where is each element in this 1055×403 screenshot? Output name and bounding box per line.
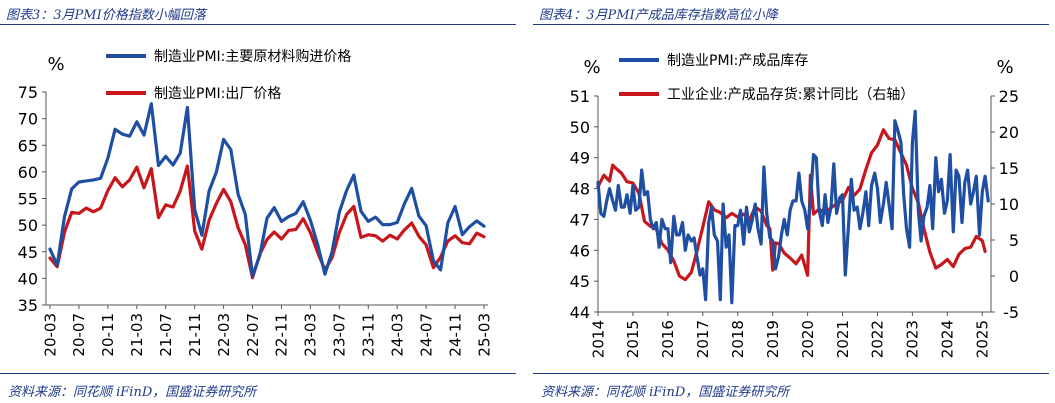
series-line [48,164,486,280]
y-tick-label: 70 [18,110,38,129]
x-tick-label: 2020 [799,320,817,358]
x-tick-label: 20-07 [70,313,88,357]
chart-title: 图表3：3月PMI价格指数小幅回落 [6,8,206,23]
y-tick-label: 50 [18,216,38,235]
x-tick-label: 21-03 [128,313,146,357]
source-divider [533,373,1049,374]
y-tick-label: 48 [570,180,590,199]
x-tick-label: 2025 [974,320,992,358]
x-tick-label: 2014 [589,320,607,358]
source-note: 资料来源：同花顺 iFinD，国盛证券研究所 [8,385,257,400]
y-tick-label: 40 [18,269,38,288]
x-tick-label: 24-11 [446,313,464,357]
y-tick-label: 75 [18,83,38,102]
series-line [48,102,486,278]
y2-tick-label: 5 [1009,231,1019,250]
y2-tick-label: 10 [999,195,1019,214]
y-tick-label: 65 [18,136,38,155]
x-tick-label: 21-07 [157,313,175,357]
x-tick-label: 2021 [834,320,852,358]
y-tick-label: 49 [570,149,590,168]
chart-title: 图表4：3月PMI产成品库存指数高位小降 [539,8,778,23]
chart-panel-left: 图表3：3月PMI价格指数小幅回落 % 35 40 45 50 55 60 65 70 75 20-… [0,0,522,403]
y-tick-label: 45 [18,243,38,262]
x-tick-label: 2017 [694,320,712,358]
chart-svg: % 35 40 45 50 55 60 65 70 75 20-03 20-07 20-11 21-03 2… [18,49,494,357]
x-tick-label: 2019 [764,320,782,358]
x-tick-label: 23-03 [302,313,320,357]
y-tick-label: 35 [18,296,38,315]
y2-tick-label: 15 [999,159,1019,178]
y2-tick-label: 20 [999,123,1019,142]
title-divider [0,24,516,25]
legend-label: 制造业PMI:主要原材料购进价格 [154,49,351,65]
y2-tick-label: -5 [1003,303,1019,322]
x-tick-label: 20-11 [99,313,117,357]
x-tick-label: 23-07 [331,313,349,357]
x-tick-label: 2015 [624,320,642,358]
x-tick-label: 21-11 [186,313,204,357]
y2-tick-label: 0 [1009,267,1019,286]
x-tick-label: 23-11 [360,313,378,357]
y-tick-label: 50 [570,118,590,137]
x-tick-label: 22-03 [215,313,233,357]
x-tick-label: 25-03 [475,313,493,357]
y-tick-label: 55 [18,190,38,209]
y-tick-label: 60 [18,163,38,182]
x-tick-label: 2016 [659,320,677,358]
legend-label: 制造业PMI:产成品库存 [667,53,808,69]
y2-axis-unit: % [996,57,1013,78]
y-tick-label: 46 [570,241,590,260]
source-note: 资料来源：同花顺 iFinD，国盛证券研究所 [541,385,790,400]
x-tick-label: 2022 [869,320,887,358]
x-tick-label: 2018 [729,320,747,358]
x-tick-label: 24-03 [388,313,406,357]
y-axis-unit: % [583,57,600,78]
title-divider [533,24,1049,25]
x-tick-label: 2024 [939,320,957,358]
y-tick-label: 44 [570,303,590,322]
x-tick-label: 2023 [904,320,922,358]
legend-label: 工业企业:产成品存货:累计同比（右轴） [667,86,914,103]
x-tick-label: 24-07 [417,313,435,357]
source-divider [0,373,516,374]
y-tick-label: 51 [570,87,590,106]
series-line [596,109,990,305]
y-axis-unit: % [47,54,64,75]
chart-panel-right: 图表4：3月PMI产成品库存指数高位小降 %% 44 45 46 47 48 49 50 51-… [533,0,1055,403]
x-tick-label: 22-11 [273,313,291,357]
y-tick-label: 47 [570,210,590,229]
y2-tick-label: 25 [999,87,1019,106]
y-tick-label: 45 [570,272,590,291]
x-tick-label: 22-07 [244,313,262,357]
legend-label: 制造业PMI:出厂价格 [154,86,281,102]
x-tick-label: 20-03 [41,313,59,357]
